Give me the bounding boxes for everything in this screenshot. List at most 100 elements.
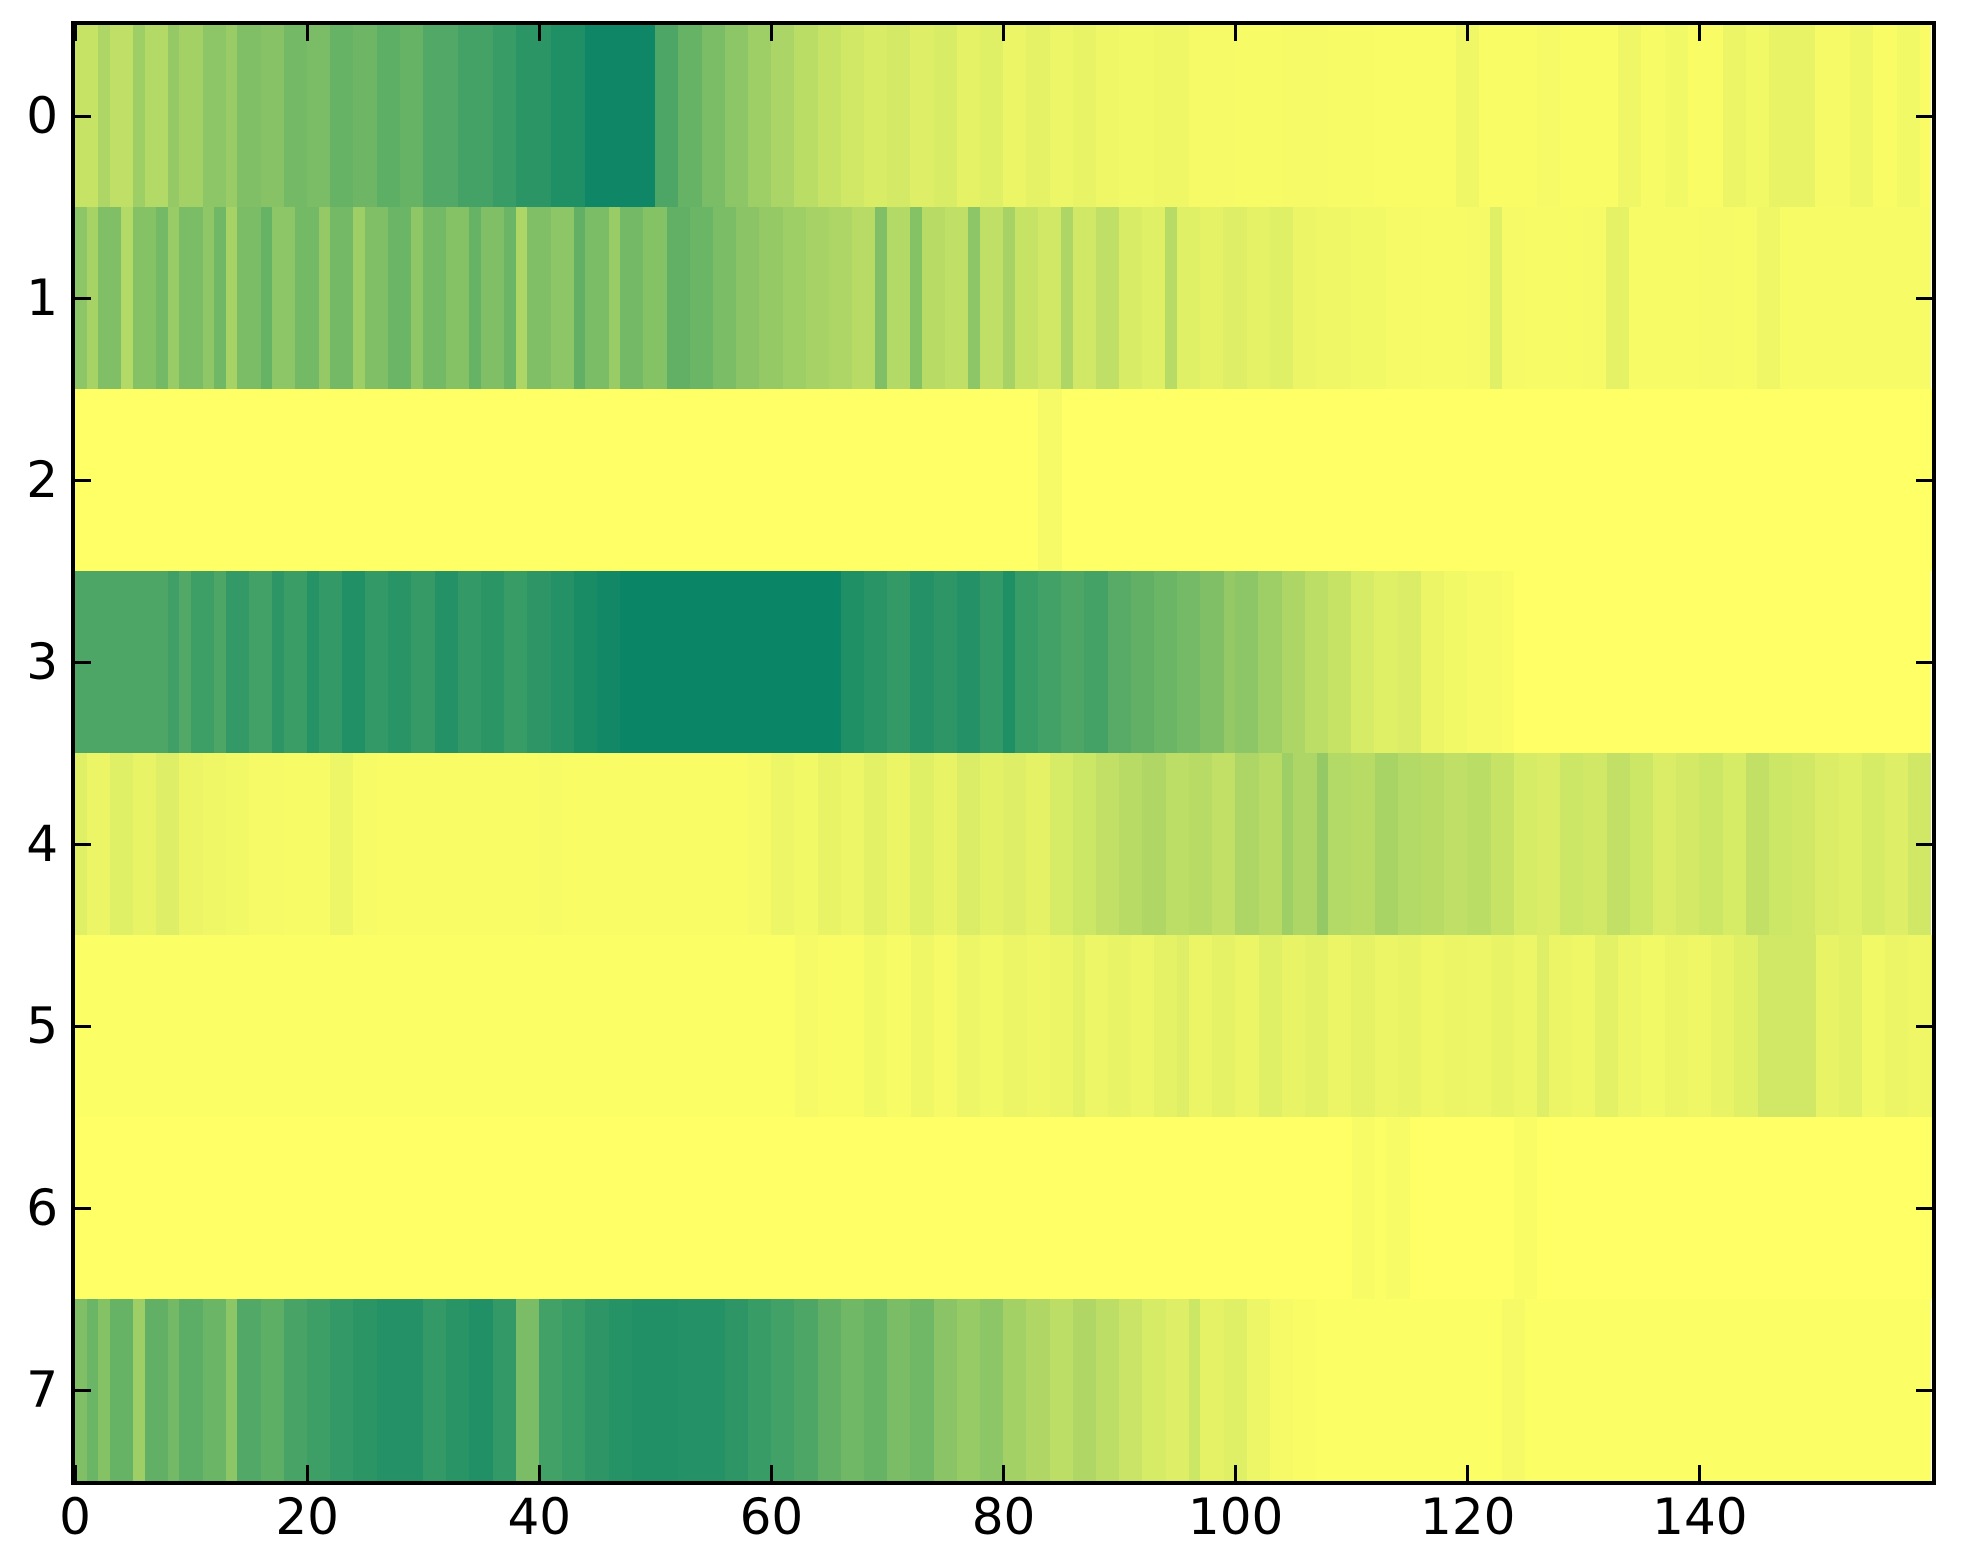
heatmap-cell-run [863,25,888,207]
heatmap-cell-run [980,571,1004,753]
heatmap-cell-run [724,25,748,207]
heatmap-cell-run [1861,935,1886,1117]
heatmap-cell-run [1246,1299,1270,1481]
heatmap-cell-run [202,25,226,207]
heatmap-cell-run [1722,25,1746,207]
heatmap-cell-run [1792,753,1816,935]
heatmap-cell-run [1153,25,1189,207]
heatmap-cell-run [1154,571,1178,753]
heatmap-cell-run [1618,935,1642,1117]
heatmap-cell-run [1815,207,1932,389]
heatmap-cell-run [353,25,377,207]
heatmap-cell-run [411,207,423,389]
heatmap-cell-run [260,25,284,207]
heatmap-cell-run [1537,1117,1932,1299]
heatmap-cell-run [585,25,656,207]
heatmap-cell-run [1003,571,1015,753]
heatmap-cell-run [1293,753,1317,935]
heatmap-cell-run [1316,1299,1503,1481]
heatmap-cell-run [1026,935,1050,1117]
heatmap-cell-run [249,571,273,753]
heatmap-cell-run [1502,571,1514,753]
heatmap-cell-run [272,571,284,753]
heatmap-cell-run [1269,1299,1294,1481]
heatmap-cell-run [1188,25,1236,207]
heatmap-cell-run [1513,753,1537,935]
heatmap-cell-run [1385,207,1421,389]
heatmap-cell-run [1409,1117,1515,1299]
heatmap-cell-run [1235,935,1259,1117]
heatmap-cell-run [1316,753,1329,935]
heatmap-cell-run [1850,25,1874,207]
heatmap-cell-run [1014,207,1038,389]
heatmap-cell-run [1780,207,1816,389]
heatmap-cell-run [1815,935,1839,1117]
heatmap-cell-run [1618,25,1642,207]
heatmap-cell-run [1026,25,1050,207]
heatmap-cell-run [910,571,934,753]
heatmap-cell-run [1838,935,1862,1117]
heatmap-cell-run [1119,25,1154,207]
heatmap-cell-run [585,207,609,389]
heatmap-cell-run [794,1299,818,1481]
heatmap-row-1 [75,207,1932,389]
heatmap-cell-run [75,389,1039,571]
heatmap-cell-run [1119,1299,1143,1481]
heatmap-cell-run [1223,571,1236,753]
heatmap-cell-run [817,753,841,935]
heatmap-cell-run [527,571,551,753]
heatmap-cell-run [817,25,841,207]
heatmap-cell-run [1142,207,1166,389]
heatmap-cell-run [1200,1299,1224,1481]
heatmap-cell-run [237,1299,261,1481]
heatmap-cell-run [1107,571,1131,753]
heatmap-cell-run [388,207,412,389]
y-tick-label: 1 [26,269,58,327]
heatmap-cell-run [1641,25,1665,207]
heatmap-cell-run [457,571,482,753]
heatmap-cell-run [910,207,922,389]
heatmap-cell-run [109,25,133,207]
heatmap-cell-run [75,25,99,207]
heatmap-cell-run [608,207,621,389]
heatmap-cell-run [1293,1299,1317,1481]
heatmap-cell-run [794,753,818,935]
heatmap-cell-run [330,207,354,389]
heatmap-cell-run [133,753,157,935]
heatmap-cell-run [678,25,702,207]
heatmap-cell-run [1525,207,1584,389]
heatmap-cell-run [434,571,458,753]
heatmap-cell-run [1072,753,1097,935]
heatmap-cell-run [1281,935,1306,1117]
heatmap-cell-run [144,25,168,207]
heatmap-cell-run [910,25,934,207]
heatmap-cell-run [1397,753,1421,935]
heatmap-cell-run [1328,25,1375,207]
heatmap-cell-run [75,571,168,753]
heatmap-cell-run [515,207,528,389]
heatmap-cell-run [1501,207,1526,389]
heatmap-cell-run [1919,25,1932,207]
heatmap-cell-run [1060,207,1073,389]
heatmap-cell-run [318,207,331,389]
heatmap-cell-run [260,207,273,389]
heatmap-cell-run [202,1299,226,1481]
heatmap-cell-run [75,1117,1352,1299]
heatmap-cell-run [504,207,516,389]
heatmap-cell-run [1664,25,1688,207]
heatmap-cell-run [225,25,238,207]
heatmap-cell-run [1258,571,1282,753]
heatmap-cell-run [75,207,87,389]
heatmap-cell-run [1026,753,1050,935]
heatmap-cell-run [817,1299,841,1481]
heatmap-cell-run [86,207,99,389]
x-tick-label: 140 [1652,1488,1748,1546]
heatmap-cell-run [863,571,888,753]
heatmap-cell-run [956,753,981,935]
heatmap-cell-run [1351,207,1386,389]
heatmap-cell-run [597,571,621,753]
heatmap-cell-run [840,1299,864,1481]
heatmap-cell-run [1467,571,1503,753]
heatmap-cell-run [1397,935,1422,1117]
heatmap-cell-run [1386,1117,1410,1299]
